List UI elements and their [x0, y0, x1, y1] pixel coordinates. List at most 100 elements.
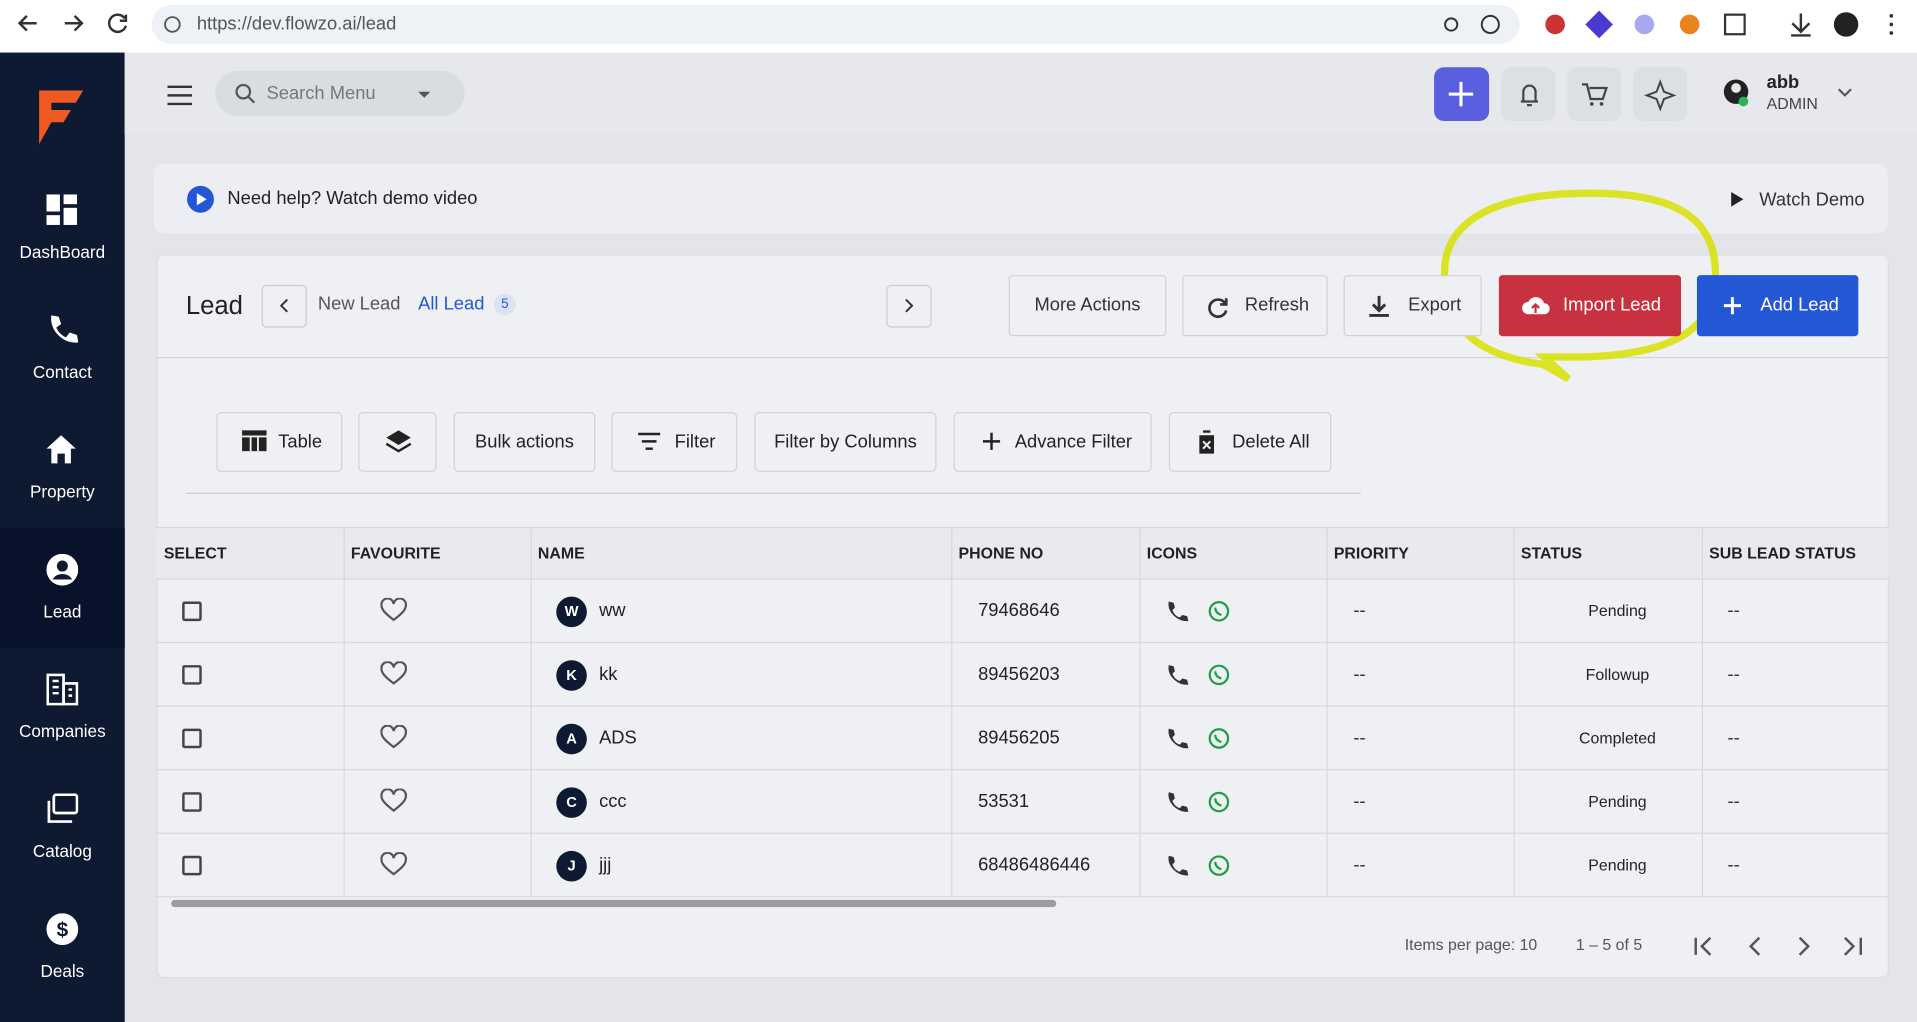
- sidebar-icon: $: [46, 913, 79, 946]
- filter-button[interactable]: [1168, 412, 1332, 472]
- row-checkbox[interactable]: [182, 665, 202, 685]
- user-name: abb: [1766, 72, 1800, 93]
- button-label[interactable]: Export: [1408, 294, 1462, 316]
- column-divider: [530, 526, 532, 897]
- status: Pending: [1588, 855, 1647, 875]
- row-border: [156, 705, 1889, 707]
- help-banner: [154, 163, 1888, 234]
- column-header: SELECT: [163, 544, 227, 563]
- column-header: PHONE NO: [958, 544, 1044, 563]
- button-icon: [1208, 298, 1228, 318]
- contact-icons: [1168, 664, 1230, 686]
- lead-name[interactable]: ccc: [599, 791, 627, 812]
- filter-label[interactable]: Table: [278, 431, 323, 453]
- address-bar[interactable]: [151, 4, 1520, 45]
- items-per-page: Items per page: 10: [1404, 935, 1538, 954]
- tab-active[interactable]: All Lead: [418, 293, 485, 315]
- filter-label[interactable]: Filter by Columns: [774, 431, 917, 453]
- column-divider: [1701, 526, 1704, 897]
- sidebar-label[interactable]: Lead: [43, 601, 82, 622]
- row-checkbox[interactable]: [182, 855, 202, 876]
- filter-button[interactable]: [216, 412, 343, 472]
- filter-button[interactable]: [611, 412, 738, 472]
- row-border: [156, 832, 1889, 834]
- view-layers-button[interactable]: [358, 412, 437, 472]
- button-icon: [1723, 297, 1741, 315]
- contact-icons: [1168, 791, 1230, 813]
- button-label[interactable]: Refresh: [1244, 294, 1310, 316]
- contact-icons: [1168, 601, 1230, 622]
- sidebar-label[interactable]: Deals: [40, 960, 85, 981]
- nav-arrows: [279, 298, 914, 313]
- nav-next[interactable]: [886, 284, 932, 328]
- filter-icon: [982, 432, 1001, 450]
- svg-text:$: $: [57, 918, 69, 941]
- priority: --: [1353, 663, 1366, 685]
- column-divider: [1139, 526, 1141, 897]
- filter-button[interactable]: [754, 412, 937, 472]
- sidebar-label[interactable]: Catalog: [32, 841, 92, 861]
- favourite-icon: [380, 661, 407, 685]
- filter-button[interactable]: [953, 412, 1152, 472]
- filter-label[interactable]: Bulk actions: [475, 431, 574, 453]
- sidebar-label[interactable]: Companies: [19, 721, 106, 741]
- column-divider: [951, 526, 953, 897]
- priority: --: [1353, 727, 1366, 749]
- contact-icons: [1168, 728, 1230, 749]
- filter-label[interactable]: Delete All: [1232, 431, 1310, 453]
- column-header: FAVOURITE: [350, 544, 441, 563]
- sidebar-label[interactable]: DashBoard: [19, 242, 106, 262]
- row-checkbox[interactable]: [182, 728, 202, 749]
- help-text: Need help? Watch demo video: [227, 188, 478, 210]
- column-divider: [343, 526, 345, 897]
- filter-divider: [185, 492, 1361, 494]
- toolbar-button[interactable]: [1008, 275, 1167, 337]
- row-checkbox[interactable]: [182, 792, 202, 812]
- lead-name[interactable]: ADS: [599, 727, 637, 749]
- lead-name[interactable]: ww: [599, 600, 626, 622]
- tab[interactable]: New Lead: [317, 293, 401, 315]
- button-icon: [1522, 297, 1550, 315]
- filter-icon: [1198, 430, 1216, 454]
- sidebar-icon: [51, 315, 79, 343]
- table-header-bg: [156, 526, 1889, 580]
- phone: 89456205: [978, 727, 1060, 749]
- favourite-icon: [380, 597, 407, 622]
- lead-name[interactable]: jjj: [599, 854, 612, 876]
- row-checkbox[interactable]: [182, 601, 202, 622]
- pagination-icons[interactable]: [1687, 932, 1870, 961]
- filter-label[interactable]: Filter: [674, 431, 716, 453]
- watch-demo[interactable]: Watch Demo: [1759, 189, 1865, 211]
- button-icon: [1369, 295, 1389, 317]
- priority: --: [1353, 600, 1366, 622]
- sidebar-label[interactable]: Contact: [32, 361, 92, 382]
- button-label[interactable]: More Actions: [1034, 294, 1141, 316]
- status: Pending: [1588, 601, 1647, 620]
- filter-label[interactable]: Advance Filter: [1014, 431, 1133, 453]
- row-border: [156, 641, 1889, 644]
- button-label[interactable]: Import Lead: [1563, 294, 1661, 316]
- avatar: C: [556, 787, 587, 818]
- menu-icon[interactable]: [166, 83, 193, 107]
- status: Followup: [1585, 665, 1650, 684]
- sidebar-active: [0, 528, 125, 648]
- phone: 53531: [978, 791, 1030, 812]
- layers-icon: [385, 430, 412, 453]
- lead-name[interactable]: kk: [599, 663, 618, 685]
- button-label[interactable]: Add Lead: [1760, 294, 1839, 316]
- row-border: [156, 896, 1889, 898]
- toolbar-button[interactable]: [1696, 275, 1859, 337]
- h-scrollbar: [171, 899, 1057, 908]
- favourite-icon: [380, 724, 407, 749]
- avatar: W: [556, 596, 587, 628]
- phone: 68486486446: [978, 854, 1091, 876]
- filter-button[interactable]: [453, 412, 596, 472]
- priority: --: [1353, 791, 1366, 812]
- browser-icons: [17, 10, 1894, 39]
- sidebar-label[interactable]: Property: [29, 481, 95, 502]
- toolbar-button[interactable]: [1343, 275, 1482, 337]
- toolbar-button[interactable]: [1182, 275, 1328, 337]
- nav-prev[interactable]: [261, 284, 307, 328]
- logo: [39, 90, 84, 145]
